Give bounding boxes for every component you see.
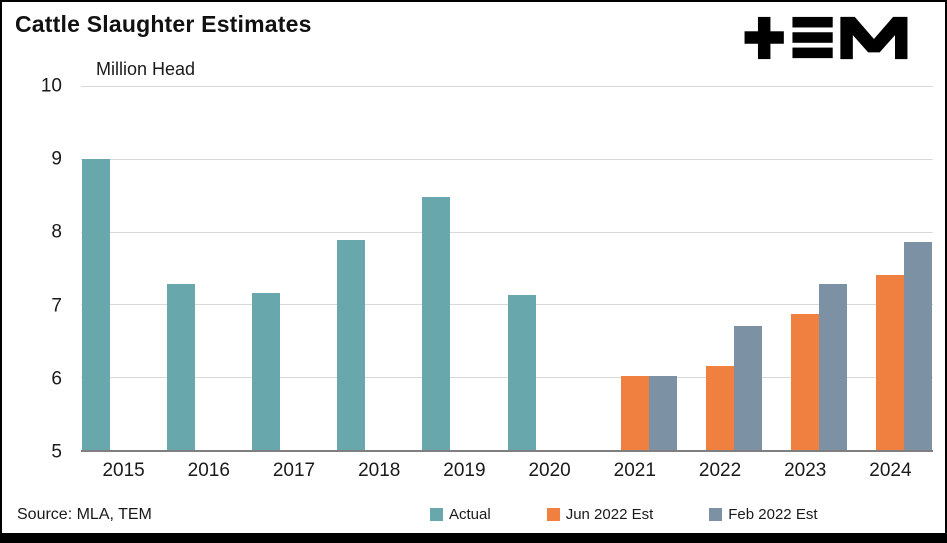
bar-slot-feb-2022-est-2024 <box>904 86 933 450</box>
y-tick-9: 9 <box>51 148 62 170</box>
gridline-9 <box>81 158 933 160</box>
bar-jun-2022-est-2024 <box>876 274 905 450</box>
bar-jun-2022-est-2021 <box>620 376 649 450</box>
legend: Actual Jun 2022 Est Feb 2022 Est <box>430 506 818 523</box>
bar-slot-actual-2018 <box>337 86 366 450</box>
bar-slot-actual-2015 <box>81 86 110 450</box>
bar-actual-2018 <box>337 240 366 450</box>
bar-slot-actual-2016 <box>166 86 195 450</box>
bar-slot-jun-2022-est-2017 <box>280 86 308 450</box>
bar-group-2019 <box>422 86 507 450</box>
y-tick-6: 6 <box>51 368 62 390</box>
gridline-10 <box>81 86 933 87</box>
x-tick-2023: 2023 <box>784 460 827 481</box>
plot-area <box>81 86 933 452</box>
bar-slot-actual-2021 <box>593 86 621 450</box>
bar-slot-jun-2022-est-2015 <box>110 86 138 450</box>
bar-slot-feb-2022-est-2019 <box>478 86 506 450</box>
bar-group-2023 <box>763 86 848 450</box>
bar-slot-feb-2022-est-2023 <box>819 86 848 450</box>
bar-slot-actual-2022 <box>678 86 706 450</box>
y-tick-5: 5 <box>51 441 62 463</box>
gridline-8 <box>81 231 933 233</box>
bar-feb-2022-est-2023 <box>819 284 848 450</box>
bar-slot-actual-2024 <box>848 86 876 450</box>
legend-item-feb-2022-est: Feb 2022 Est <box>709 506 818 523</box>
bar-slot-actual-2017 <box>252 86 280 450</box>
bar-group-2015 <box>81 86 166 450</box>
gridline-6 <box>81 377 933 379</box>
bar-jun-2022-est-2022 <box>706 365 735 450</box>
bar-slot-feb-2022-est-2018 <box>393 86 421 450</box>
bar-feb-2022-est-2024 <box>904 241 933 450</box>
x-axis: 2015 2016 2017 2018 2019 2020 2021 2022 2023 2024 <box>81 460 933 482</box>
bar-group-2024 <box>848 86 933 450</box>
bar-actual-2017 <box>252 293 280 450</box>
bar-slot-jun-2022-est-2018 <box>365 86 393 450</box>
x-tick-2017: 2017 <box>272 460 316 481</box>
bar-slot-jun-2022-est-2022 <box>706 86 735 450</box>
bar-slot-feb-2022-est-2022 <box>734 86 763 450</box>
bar-slot-jun-2022-est-2021 <box>620 86 649 450</box>
legend-label: Jun 2022 Est <box>565 506 654 523</box>
legend-item-actual: Actual <box>430 506 491 523</box>
y-tick-8: 8 <box>51 221 62 243</box>
bar-group-2016 <box>166 86 251 450</box>
bar-slot-feb-2022-est-2016 <box>223 86 251 450</box>
bar-actual-2019 <box>422 197 451 450</box>
bar-jun-2022-est-2023 <box>791 313 820 450</box>
bar-slot-actual-2020 <box>507 86 536 450</box>
bottom-accent-bar <box>2 533 945 541</box>
bar-slot-jun-2022-est-2016 <box>195 86 223 450</box>
gridline-7 <box>81 304 933 306</box>
y-tick-10: 10 <box>40 75 62 97</box>
bar-actual-2016 <box>166 284 195 450</box>
legend-swatch-icon <box>430 508 443 521</box>
legend-label: Actual <box>449 506 491 523</box>
bar-group-2021 <box>592 86 677 450</box>
bar-group-2020 <box>507 86 592 450</box>
tem-logo-icon <box>744 16 908 60</box>
bar-group-2022 <box>677 86 763 450</box>
bar-feb-2022-est-2021 <box>648 376 677 450</box>
y-axis: 5 6 7 8 9 10 <box>2 77 70 462</box>
bar-groups <box>81 86 933 450</box>
legend-swatch-icon <box>709 508 723 521</box>
y-tick-7: 7 <box>51 295 62 317</box>
page-title: Cattle Slaughter Estimates <box>15 11 312 37</box>
x-tick-2021: 2021 <box>613 460 656 481</box>
legend-swatch-icon <box>546 508 560 521</box>
bar-slot-jun-2022-est-2024 <box>876 86 905 450</box>
x-tick-2019: 2019 <box>443 460 486 481</box>
bar-slot-feb-2022-est-2015 <box>138 86 166 450</box>
source-note: Source: MLA, TEM <box>17 506 152 523</box>
legend-label: Feb 2022 Est <box>728 506 818 523</box>
x-tick-2020: 2020 <box>528 460 571 481</box>
bar-group-2018 <box>337 86 422 450</box>
bar-slot-actual-2019 <box>422 86 451 450</box>
legend-item-jun-2022-est: Jun 2022 Est <box>546 506 654 523</box>
bar-slot-feb-2022-est-2020 <box>564 86 592 450</box>
y-axis-title: Million Head <box>96 59 196 79</box>
bar-slot-feb-2022-est-2017 <box>308 86 336 450</box>
bar-actual-2015 <box>81 158 110 450</box>
x-tick-2018: 2018 <box>358 460 401 481</box>
bar-slot-jun-2022-est-2019 <box>450 86 478 450</box>
x-tick-2024: 2024 <box>869 460 912 481</box>
x-tick-2015: 2015 <box>102 460 145 481</box>
bar-slot-feb-2022-est-2021 <box>648 86 677 450</box>
x-tick-2022: 2022 <box>698 460 742 481</box>
bar-slot-jun-2022-est-2023 <box>791 86 820 450</box>
bar-slot-actual-2023 <box>763 86 791 450</box>
bar-slot-jun-2022-est-2020 <box>536 86 564 450</box>
bar-feb-2022-est-2022 <box>734 325 763 450</box>
bar-group-2017 <box>251 86 336 450</box>
x-tick-2016: 2016 <box>187 460 230 481</box>
bar-actual-2020 <box>507 294 536 450</box>
